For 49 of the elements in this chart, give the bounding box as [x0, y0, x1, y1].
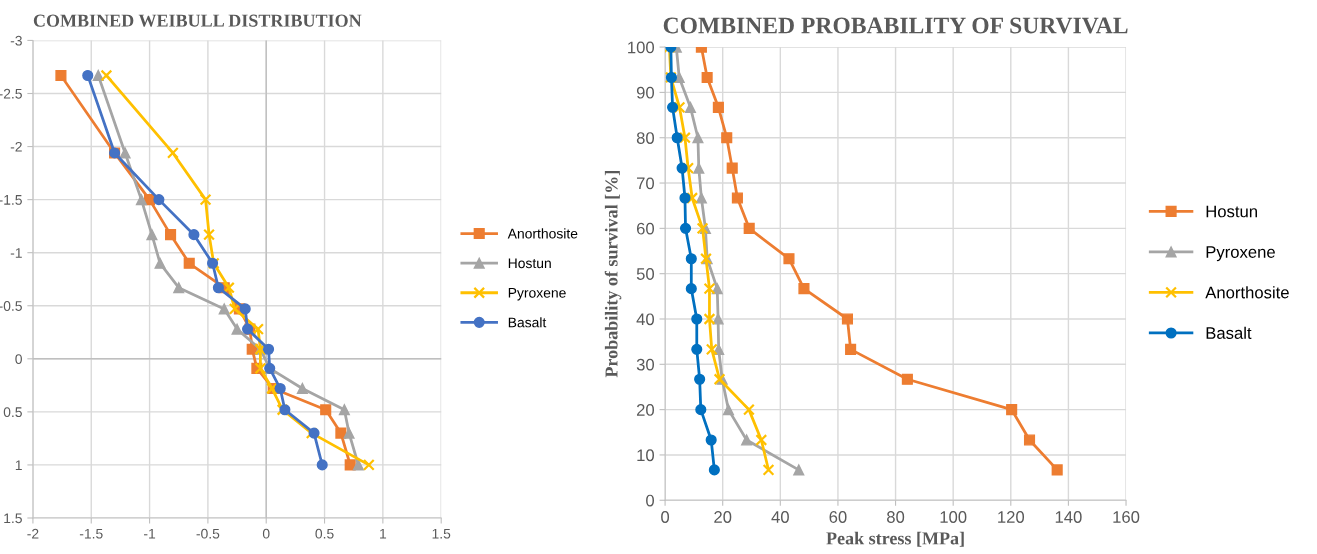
legend-label: Basalt [508, 317, 547, 328]
y-tick-label: 10 [637, 449, 655, 462]
chart-title: COMBINED WEIBULL DISTRIBUTION [33, 14, 362, 27]
x-tick-label: 0.5 [315, 528, 334, 539]
y-tick-label: 0 [15, 354, 22, 364]
x-tick-label: 1.5 [432, 528, 451, 539]
y-tick-label: 100 [628, 41, 655, 54]
y-tick-label: -2.5 [0, 88, 22, 99]
x-tick-label: 20 [714, 511, 732, 523]
y-tick-label: 30 [636, 358, 655, 371]
x-tick-label: -0.5 [196, 528, 220, 539]
y-tick-label: 40 [636, 313, 655, 326]
x-tick-label: 160 [1113, 511, 1140, 523]
legend-label: Hostun [508, 258, 551, 269]
y-tick-label: -1 [10, 248, 22, 258]
legend-label: Pyroxene [1206, 246, 1275, 262]
x-tick-label: 140 [1055, 511, 1082, 523]
y-tick-label: 80 [636, 132, 655, 144]
y-tick-label: -1.5 [0, 195, 22, 205]
legend-label: Basalt [1206, 326, 1252, 339]
chart-title: COMBINED PROBABILITY OF SURVIVAL [663, 17, 1128, 34]
x-tick-label: 0 [262, 528, 270, 539]
y-tick-label: -3 [10, 35, 22, 46]
y-axis-title: Probability of survival [%] [604, 171, 622, 378]
y-tick-label: -0.5 [0, 301, 22, 311]
legend-label: Anorthosite [1205, 286, 1289, 299]
y-tick-label: 90 [636, 86, 655, 99]
x-axis-title: Peak stress [MPa] [826, 531, 964, 547]
x-tick-label: -1.5 [79, 528, 103, 539]
x-tick-label: 40 [771, 511, 789, 523]
x-tick-label: 0 [661, 511, 670, 523]
y-tick-label: 70 [636, 177, 655, 190]
x-tick-label: -2 [27, 528, 39, 539]
y-tick-label: 50 [636, 268, 655, 280]
x-tick-label: 80 [887, 511, 905, 523]
x-tick-label: -1 [144, 528, 156, 539]
x-tick-label: 100 [940, 511, 967, 523]
y-tick-label: 60 [636, 222, 655, 235]
legend-label: Pyroxene [508, 288, 566, 301]
y-tick-label: 1 [15, 460, 22, 470]
x-tick-label: 60 [829, 511, 847, 523]
y-tick-label: 0 [646, 494, 655, 507]
y-tick-label: 20 [636, 404, 655, 416]
x-tick-label: 120 [998, 511, 1025, 523]
legend-label: Anorthosite [507, 228, 578, 239]
y-tick-label: 0.5 [3, 407, 22, 418]
y-tick-label: -2 [10, 141, 22, 152]
x-tick-label: 1 [380, 528, 387, 539]
legend-label: Hostun [1206, 205, 1257, 218]
